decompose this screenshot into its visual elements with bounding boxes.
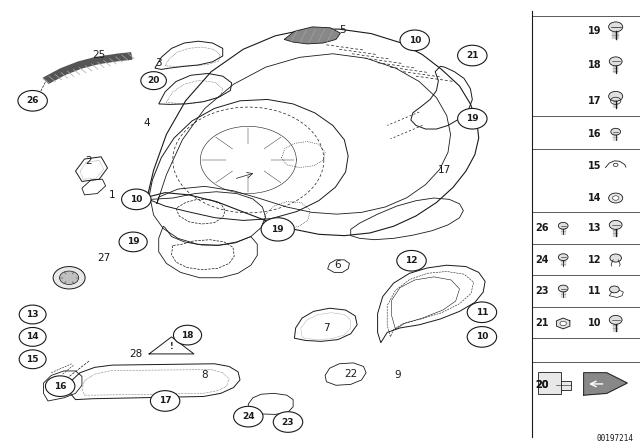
Circle shape	[611, 128, 621, 135]
FancyBboxPatch shape	[556, 381, 571, 390]
Text: 26: 26	[536, 224, 549, 233]
Text: 10: 10	[476, 332, 488, 341]
Circle shape	[18, 90, 47, 111]
Circle shape	[45, 376, 75, 396]
Circle shape	[609, 91, 623, 101]
Circle shape	[609, 57, 622, 66]
Polygon shape	[584, 373, 627, 395]
Circle shape	[19, 305, 46, 324]
Circle shape	[273, 412, 303, 432]
Circle shape	[558, 254, 568, 261]
Circle shape	[60, 271, 79, 284]
Text: 20: 20	[147, 76, 160, 85]
Text: 28: 28	[130, 349, 143, 359]
Circle shape	[609, 22, 623, 32]
Text: 22: 22	[344, 369, 357, 379]
Circle shape	[558, 285, 568, 292]
Circle shape	[612, 196, 619, 200]
Text: 12: 12	[588, 255, 602, 265]
Circle shape	[400, 30, 429, 51]
Circle shape	[150, 391, 180, 411]
Text: 9: 9	[395, 370, 401, 380]
Text: 10: 10	[588, 319, 602, 328]
Circle shape	[141, 72, 166, 90]
Text: 13: 13	[26, 310, 39, 319]
Circle shape	[609, 286, 620, 293]
Circle shape	[458, 45, 487, 66]
Polygon shape	[118, 53, 132, 60]
Text: 11: 11	[476, 308, 488, 317]
Text: 21: 21	[466, 51, 479, 60]
Polygon shape	[79, 57, 99, 68]
Text: 23: 23	[282, 418, 294, 426]
Text: 24: 24	[242, 412, 255, 421]
Circle shape	[173, 325, 202, 345]
Circle shape	[234, 406, 263, 427]
Text: 15: 15	[26, 355, 39, 364]
Circle shape	[19, 327, 46, 346]
Text: 4: 4	[144, 118, 150, 128]
Text: 20: 20	[536, 380, 549, 390]
Circle shape	[609, 220, 622, 229]
Circle shape	[467, 327, 497, 347]
Text: 17: 17	[438, 165, 451, 175]
Circle shape	[467, 302, 497, 323]
Text: 1: 1	[109, 190, 115, 200]
Text: 12: 12	[405, 256, 418, 265]
Circle shape	[261, 218, 294, 241]
Text: 19: 19	[466, 114, 479, 123]
Polygon shape	[284, 27, 340, 44]
Text: 14: 14	[26, 332, 39, 341]
Circle shape	[458, 108, 487, 129]
Circle shape	[609, 193, 623, 203]
Text: 18: 18	[588, 60, 602, 70]
Text: 13: 13	[588, 224, 602, 233]
Text: 00197214: 00197214	[596, 434, 634, 443]
Text: 16: 16	[54, 382, 67, 391]
Polygon shape	[97, 54, 119, 64]
Circle shape	[558, 222, 568, 229]
Text: 14: 14	[588, 193, 602, 203]
Text: 19: 19	[588, 26, 602, 36]
Text: 25: 25	[93, 50, 106, 60]
Text: 19: 19	[127, 237, 140, 246]
Text: 21: 21	[536, 319, 549, 328]
Text: 15: 15	[588, 161, 602, 171]
Circle shape	[122, 189, 151, 210]
Circle shape	[397, 250, 426, 271]
Circle shape	[119, 232, 147, 252]
Text: 6: 6	[335, 260, 341, 270]
Text: 24: 24	[536, 255, 549, 265]
Text: 17: 17	[588, 96, 602, 106]
Text: 19: 19	[271, 225, 284, 234]
Polygon shape	[557, 318, 570, 329]
Text: 16: 16	[588, 129, 602, 139]
Circle shape	[609, 315, 622, 324]
Circle shape	[19, 350, 46, 369]
Text: 5: 5	[339, 26, 346, 35]
Circle shape	[560, 321, 566, 326]
Polygon shape	[61, 62, 82, 74]
Text: 11: 11	[588, 286, 602, 296]
Text: 26: 26	[26, 96, 39, 105]
Text: 27: 27	[97, 253, 110, 263]
Text: 18: 18	[181, 331, 194, 340]
Text: 2: 2	[85, 156, 92, 166]
Text: 3: 3	[156, 58, 162, 68]
Circle shape	[610, 254, 621, 262]
Circle shape	[53, 267, 85, 289]
Text: !: !	[170, 342, 173, 351]
FancyBboxPatch shape	[538, 372, 561, 394]
Text: 10: 10	[408, 36, 421, 45]
Text: 7: 7	[323, 323, 330, 333]
Text: 8: 8	[202, 370, 208, 380]
Text: 20: 20	[536, 380, 549, 390]
Polygon shape	[44, 69, 65, 83]
Text: 23: 23	[536, 286, 549, 296]
Text: 17: 17	[159, 396, 172, 405]
Text: 10: 10	[130, 195, 143, 204]
